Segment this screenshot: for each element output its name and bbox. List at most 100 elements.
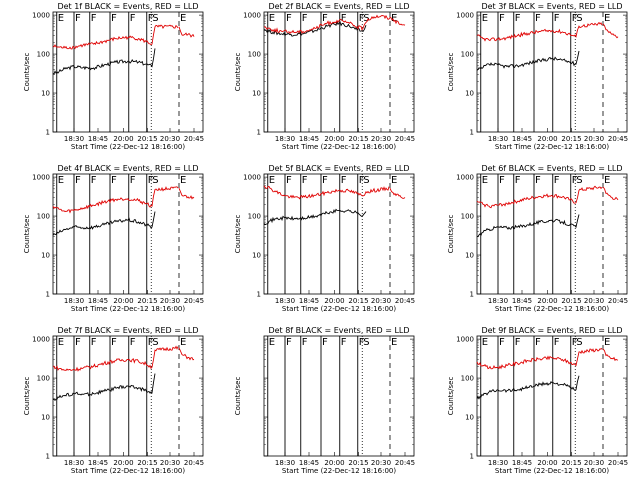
event-marker-label: F: [75, 175, 81, 186]
x-tick-label: 20:00: [324, 297, 344, 305]
event-marker-label: F: [554, 175, 560, 186]
y-tick-label: 100: [37, 213, 50, 221]
event-marker-label: F: [130, 175, 136, 186]
chart-panel-7: Det 7f BLACK = Events, RED = LLD 1 10 100 10…: [23, 326, 204, 475]
chart-panel-5: Det 5f BLACK = Events, RED = LLD 1 10 100 10…: [234, 164, 415, 313]
y-tick-label: 100: [461, 375, 474, 383]
event-marker-label: F: [75, 13, 81, 24]
y-tick-label: 1000: [243, 174, 261, 182]
event-marker-label: F: [91, 175, 97, 186]
event-marker-label: F: [75, 337, 81, 348]
x-tick-label: 20:30: [584, 297, 604, 305]
x-tick-label: 20:15: [137, 297, 157, 305]
x-tick-label: 18:30: [64, 459, 84, 467]
chart-title: Det 3f BLACK = Events, RED = LLD: [481, 2, 622, 11]
x-tick-label: 20:30: [371, 135, 391, 143]
event-marker-label: S: [152, 13, 158, 24]
y-tick-label: 1: [257, 129, 261, 137]
x-tick-label: 18:30: [275, 297, 295, 305]
plot-frame: [52, 173, 204, 295]
event-marker-label: F: [111, 13, 117, 24]
event-marker-label: E: [604, 337, 610, 348]
series-line-lld: [476, 185, 619, 209]
event-marker-label: F: [499, 175, 505, 186]
y-tick-label: 100: [461, 213, 474, 221]
event-marker-label: E: [269, 337, 275, 348]
y-axis-label: Counts/sec: [23, 215, 31, 254]
y-tick-label: 1: [46, 291, 50, 299]
event-marker-label: F: [302, 337, 308, 348]
event-marker-label: F: [148, 13, 154, 24]
event-marker-label: E: [482, 175, 488, 186]
y-axis-label: Counts/sec: [447, 377, 455, 416]
event-marker-label: S: [363, 175, 369, 186]
x-tick-label: 20:45: [395, 297, 415, 305]
y-tick-label: 100: [37, 51, 50, 59]
chart-title: Det 4f BLACK = Events, RED = LLD: [57, 164, 198, 173]
x-tick-label: 20:00: [113, 297, 133, 305]
event-marker-label: F: [286, 13, 292, 24]
event-marker-label: F: [515, 337, 521, 348]
x-tick-label: 18:45: [512, 459, 532, 467]
series-line-lld: [263, 185, 406, 200]
x-tick-label: 18:45: [512, 297, 532, 305]
x-axis-label: Start Time (22-Dec-12 18:16:00): [71, 467, 185, 475]
y-tick-label: 10: [41, 90, 50, 98]
x-tick-label: 20:15: [348, 135, 368, 143]
plot-frame: [263, 173, 415, 295]
y-axis-label: Counts/sec: [447, 53, 455, 92]
chart-panel-3: Det 3f BLACK = Events, RED = LLD 1 10 100 10…: [447, 2, 628, 151]
x-tick-label: 20:15: [348, 297, 368, 305]
x-tick-label: 20:00: [324, 135, 344, 143]
chart-panel-9: Det 9f BLACK = Events, RED = LLD 1 10 100 10…: [447, 326, 628, 475]
x-tick-label: 20:30: [584, 135, 604, 143]
x-tick-label: 20:45: [184, 135, 204, 143]
y-tick-label: 1000: [456, 174, 474, 182]
x-tick-label: 20:15: [561, 459, 581, 467]
y-tick-label: 10: [252, 90, 261, 98]
x-tick-label: 18:45: [299, 459, 319, 467]
y-tick-label: 10: [41, 414, 50, 422]
event-marker-label: F: [554, 337, 560, 348]
plot-frame: [263, 11, 415, 133]
chart-title: Det 8f BLACK = Events, RED = LLD: [268, 326, 409, 335]
series-line-events: [476, 375, 580, 400]
x-tick-label: 20:45: [184, 459, 204, 467]
y-tick-label: 1000: [32, 174, 50, 182]
y-axis-label: Counts/sec: [234, 377, 242, 416]
event-marker-label: F: [148, 175, 154, 186]
x-tick-label: 20:15: [561, 297, 581, 305]
event-marker-label: E: [58, 175, 64, 186]
event-marker-label: F: [572, 175, 578, 186]
x-tick-label: 20:45: [608, 459, 628, 467]
series-line-events: [52, 211, 156, 236]
y-axis-label: Counts/sec: [234, 53, 242, 92]
event-marker-label: F: [359, 175, 365, 186]
plot-frame: [52, 335, 204, 457]
x-axis-label: Start Time (22-Dec-12 18:16:00): [282, 305, 396, 313]
event-marker-label: F: [499, 13, 505, 24]
event-marker-label: F: [111, 337, 117, 348]
event-marker-label: S: [363, 337, 369, 348]
y-tick-label: 100: [37, 375, 50, 383]
event-marker-label: E: [482, 13, 488, 24]
y-tick-label: 1: [257, 291, 261, 299]
x-tick-label: 20:00: [537, 459, 557, 467]
chart-panel-2: Det 2f BLACK = Events, RED = LLD 1 10 100 10…: [234, 2, 415, 151]
x-axis-label: Start Time (22-Dec-12 18:16:00): [71, 143, 185, 151]
event-marker-label: S: [152, 175, 158, 186]
event-marker-label: F: [91, 13, 97, 24]
y-tick-label: 1: [470, 129, 474, 137]
event-marker-label: F: [341, 175, 347, 186]
event-marker-label: E: [180, 13, 186, 24]
series-line-lld: [52, 24, 195, 50]
series-line-lld: [52, 186, 195, 214]
x-tick-label: 20:00: [537, 135, 557, 143]
x-tick-label: 18:45: [88, 135, 108, 143]
y-axis-label: Counts/sec: [23, 53, 31, 92]
event-marker-label: E: [269, 13, 275, 24]
y-tick-label: 1: [470, 453, 474, 461]
y-tick-label: 1: [46, 453, 50, 461]
event-marker-label: E: [180, 337, 186, 348]
event-marker-label: E: [180, 175, 186, 186]
